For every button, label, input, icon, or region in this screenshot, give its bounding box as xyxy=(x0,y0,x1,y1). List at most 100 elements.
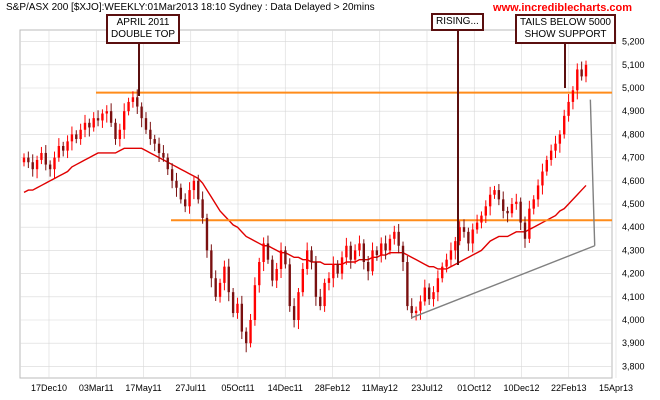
candle-body xyxy=(554,143,557,151)
candle xyxy=(35,155,39,179)
candle-body xyxy=(502,199,505,211)
candle-body xyxy=(358,243,361,251)
candle xyxy=(279,242,283,279)
candle-body xyxy=(366,262,370,272)
candle xyxy=(406,255,409,311)
candle xyxy=(179,183,183,204)
candle-body xyxy=(153,139,156,144)
candle xyxy=(205,213,209,258)
candle xyxy=(109,103,113,127)
candle xyxy=(240,295,244,340)
candle-body xyxy=(275,268,278,281)
y-tick-label: 3,800 xyxy=(622,361,645,371)
x-tick-label: 28Feb12 xyxy=(315,383,351,393)
y-tick-label: 4,500 xyxy=(622,199,645,209)
candle xyxy=(353,244,357,264)
candle-body xyxy=(580,69,583,77)
candle-body xyxy=(541,171,544,186)
candle-body xyxy=(528,208,531,239)
candle-body xyxy=(519,201,522,223)
candle xyxy=(580,61,583,81)
candle xyxy=(275,262,278,288)
candle xyxy=(253,277,257,326)
candle xyxy=(332,256,335,288)
candle xyxy=(549,144,553,166)
candle-body xyxy=(179,187,183,200)
candle-body xyxy=(231,292,235,314)
candle xyxy=(493,185,496,199)
candle-body xyxy=(423,287,426,302)
candle xyxy=(79,123,82,145)
candles-layer xyxy=(22,60,588,353)
candle-body xyxy=(210,250,213,279)
candle-body xyxy=(549,150,553,160)
moving-average-line xyxy=(23,147,587,270)
candle-body xyxy=(336,264,339,274)
site-watermark: www.incrediblecharts.com xyxy=(493,2,632,14)
candle-body xyxy=(70,134,74,142)
candle-body xyxy=(571,90,575,102)
candle-body xyxy=(471,229,474,244)
candle-body xyxy=(249,320,252,344)
candle-body xyxy=(319,296,322,307)
candle xyxy=(462,219,466,238)
candle xyxy=(502,191,505,219)
y-tick-label: 4,000 xyxy=(622,315,645,325)
x-tick-label: 10Dec12 xyxy=(503,383,539,393)
candle xyxy=(48,160,52,177)
candle xyxy=(427,283,431,305)
candle-body xyxy=(31,162,34,170)
candle-body xyxy=(27,157,30,163)
candle-body xyxy=(35,159,39,170)
candle-body xyxy=(515,201,518,204)
candle xyxy=(558,130,562,153)
candle xyxy=(227,258,230,302)
candle xyxy=(576,63,579,100)
candle xyxy=(310,246,313,270)
candle xyxy=(105,105,108,123)
candle xyxy=(567,94,570,122)
candle-body xyxy=(48,164,52,170)
annotation-rising: RISING... xyxy=(431,13,484,31)
candle-body xyxy=(227,266,230,293)
candle xyxy=(432,286,435,307)
y-tick-label: 4,200 xyxy=(622,269,645,279)
x-axis: 17Dec10 03Mar11 17May11 27Jul11 05Oct11 14Dec… xyxy=(31,383,633,393)
candle xyxy=(184,193,187,213)
candle xyxy=(480,211,483,229)
candle-body xyxy=(510,204,514,214)
candle-body xyxy=(454,241,457,251)
candle xyxy=(210,244,213,288)
candle xyxy=(340,251,344,280)
candle xyxy=(231,287,235,318)
candle xyxy=(83,114,87,138)
candle-body xyxy=(353,250,357,260)
candle-body xyxy=(258,262,261,286)
y-tick-label: 4,700 xyxy=(622,153,645,163)
candle xyxy=(410,298,413,319)
trendline-layer xyxy=(411,99,596,319)
candle-body xyxy=(536,185,540,200)
candle-body xyxy=(262,243,265,262)
candle-body xyxy=(388,238,392,251)
candle xyxy=(297,287,300,330)
candle xyxy=(53,151,56,179)
candle xyxy=(345,237,348,265)
candle xyxy=(166,153,169,175)
candle-body xyxy=(279,250,283,269)
candle-body xyxy=(349,245,352,260)
candle-body xyxy=(441,266,444,279)
candle-body xyxy=(57,146,61,158)
candle xyxy=(75,130,78,144)
annotation-tails-support: TAILS BELOW 5000 SHOW SUPPORT xyxy=(515,14,616,44)
candle xyxy=(114,118,117,145)
candle-body xyxy=(101,113,104,121)
candle xyxy=(149,121,152,145)
candle xyxy=(92,112,95,132)
candle xyxy=(101,109,104,128)
y-tick-label: 4,800 xyxy=(622,129,645,139)
candle xyxy=(266,235,270,264)
candle-body xyxy=(44,152,47,165)
candle-body xyxy=(380,243,383,256)
candle xyxy=(563,109,566,139)
